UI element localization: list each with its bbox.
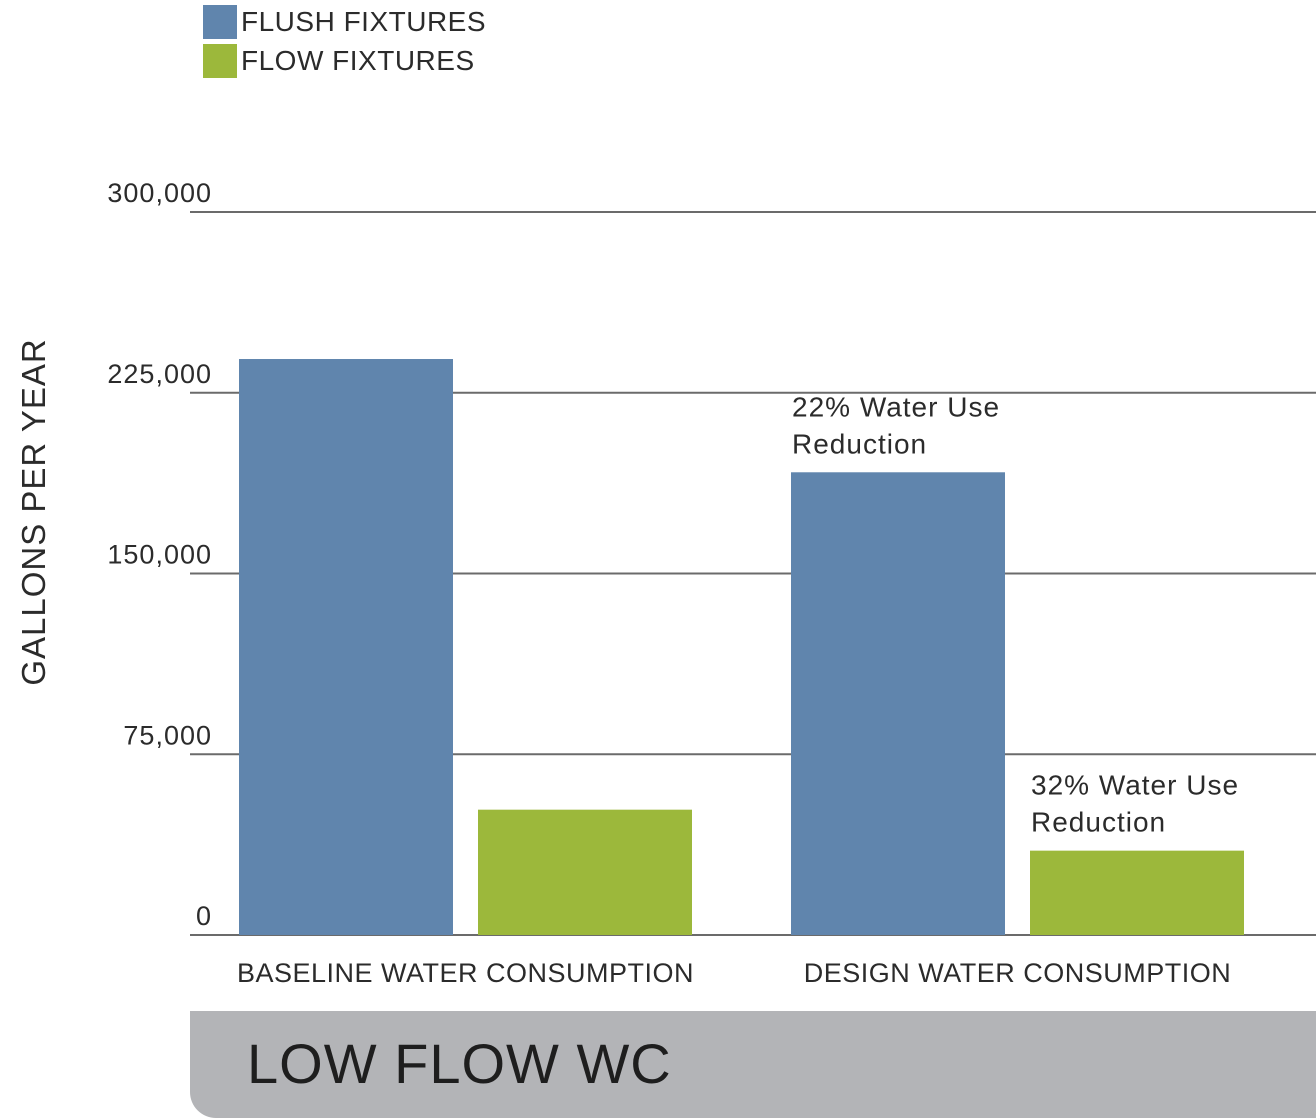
annotation-flush: 22% Water Use Reduction (792, 391, 1000, 459)
legend-item-flow: FLOW FIXTURES (203, 43, 486, 79)
annotations: 22% Water Use Reduction 32% Water Use Reduc… (792, 391, 1239, 838)
legend: FLUSH FIXTURES FLOW FIXTURES (203, 4, 486, 82)
category-label-design: DESIGN WATER CONSUMPTION (804, 958, 1232, 988)
legend-item-flush: FLUSH FIXTURES (203, 4, 486, 40)
legend-label-flush: FLUSH FIXTURES (241, 6, 487, 37)
bar-baseline-flush (239, 359, 453, 935)
legend-swatch-flush (203, 5, 237, 39)
bars (239, 359, 1244, 935)
category-labels: BASELINE WATER CONSUMPTION DESIGN WATER C… (237, 958, 1231, 988)
y-tick-label-225000: 225,000 (107, 359, 212, 389)
y-tick-label-75000: 75,000 (123, 720, 212, 750)
category-label-baseline: BASELINE WATER CONSUMPTION (237, 958, 694, 988)
legend-label-flow: FLOW FIXTURES (241, 45, 475, 76)
y-tick-label-150000: 150,000 (107, 540, 212, 570)
bar-design-flush (791, 472, 1005, 935)
bar-design-flow (1030, 850, 1244, 935)
y-tick-label-0: 0 (196, 901, 212, 931)
annotation-flow: 32% Water Use Reduction (1031, 770, 1239, 838)
y-axis-label: GALLONS PER YEAR (15, 338, 52, 685)
bar-baseline-flow (478, 809, 692, 935)
legend-swatch-flow (203, 44, 237, 78)
y-tick-label-300000: 300,000 (107, 178, 212, 208)
y-tick-labels: 0 75,000 150,000 225,000 300,000 (107, 178, 212, 931)
bar-chart: 0 75,000 150,000 225,000 300,000 22% Water U… (15, 178, 1316, 988)
banner-title: LOW FLOW WC (247, 1032, 672, 1095)
banner: LOW FLOW WC (190, 1011, 1316, 1118)
